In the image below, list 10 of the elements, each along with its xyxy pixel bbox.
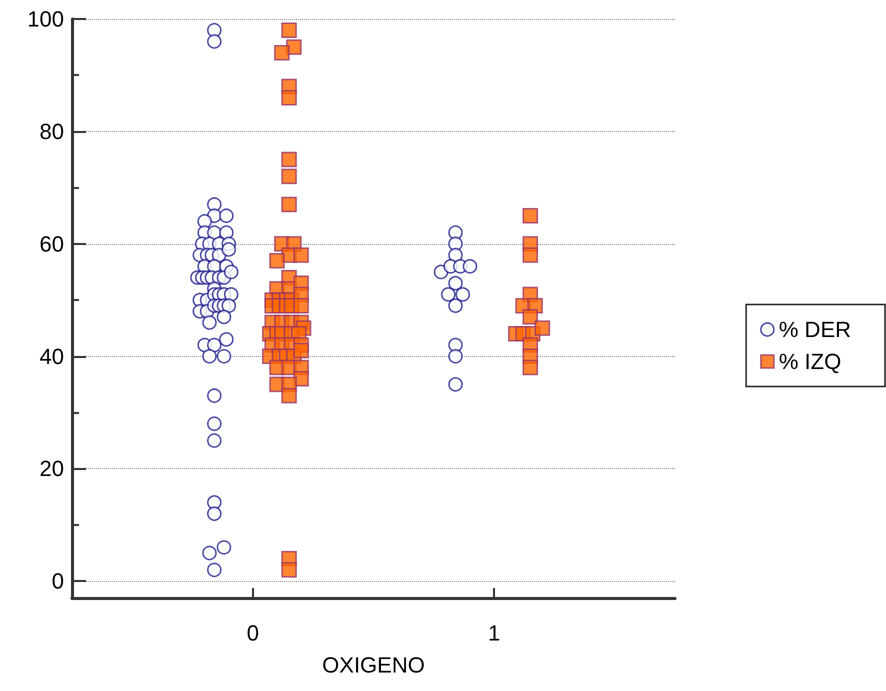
y-tick-label: 100 xyxy=(27,6,64,32)
y-tick-label: 0 xyxy=(52,568,64,594)
y-tick-label: 40 xyxy=(40,344,64,369)
legend-label: % IZQ xyxy=(778,349,842,374)
x-tick-label: 1 xyxy=(488,620,500,646)
y-tick-label: 60 xyxy=(40,231,64,256)
y-tick-label: 20 xyxy=(40,456,64,482)
x-axis-title: OXIGENO xyxy=(322,652,425,678)
y-tick-label: 80 xyxy=(40,118,64,144)
legend-label: % DER xyxy=(778,317,851,342)
